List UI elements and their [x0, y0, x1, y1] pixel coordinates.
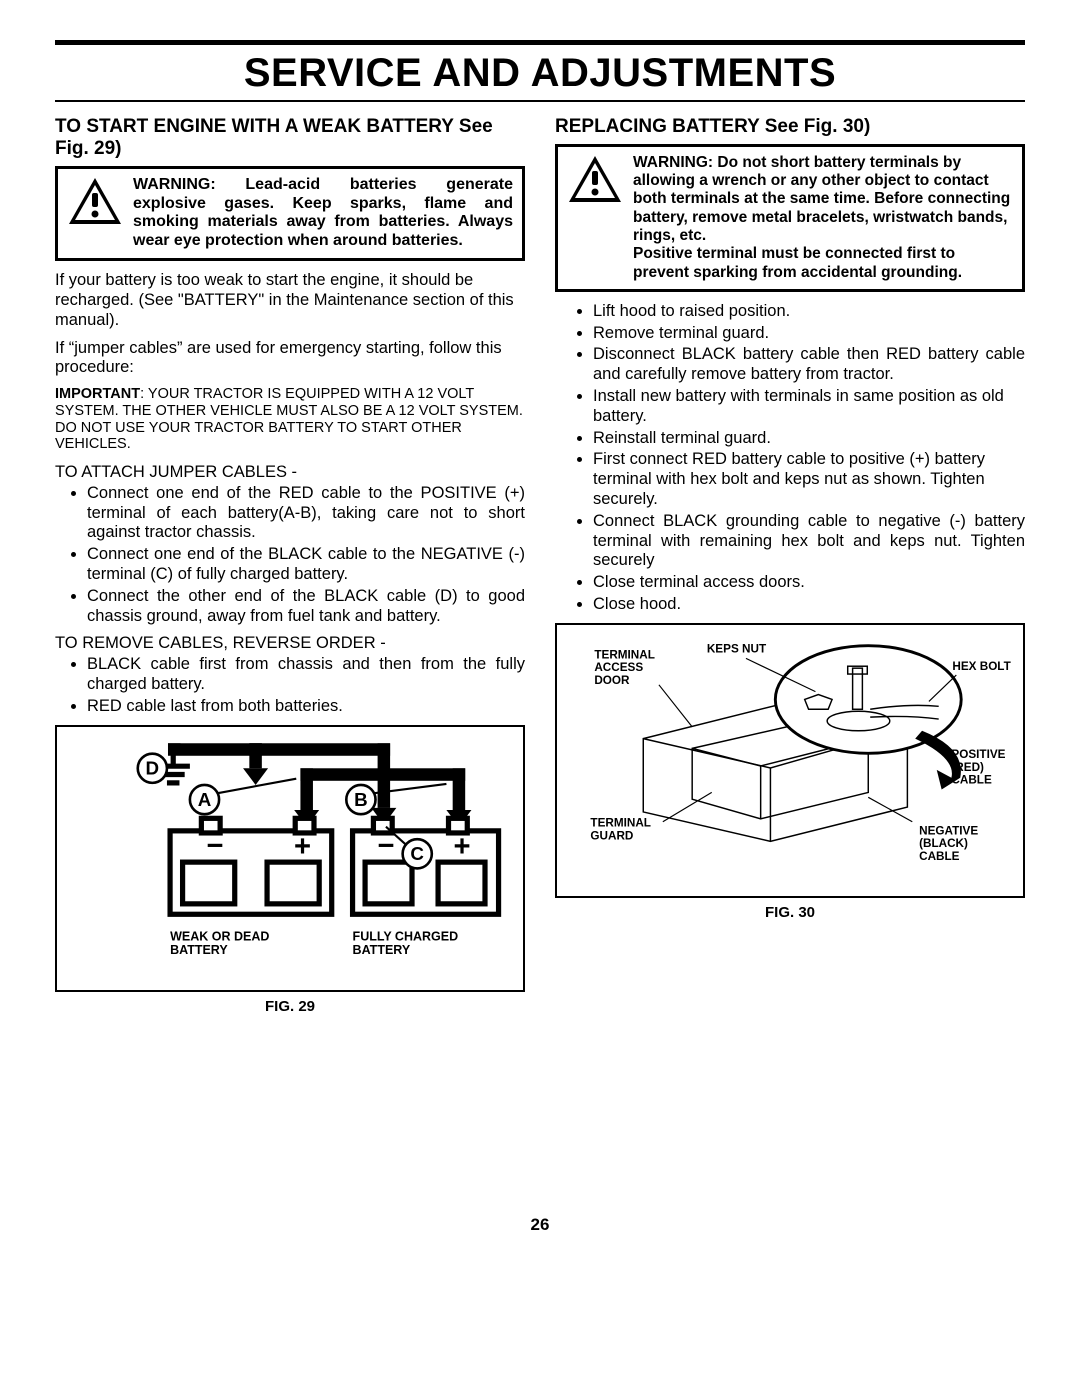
- list-item: Disconnect BLACK battery cable then RED …: [593, 345, 1025, 385]
- list-item: Close hood.: [593, 595, 1025, 615]
- fig30-label-hex-bolt: HEX BOLT: [952, 660, 1011, 673]
- left-p1: If your battery is too weak to start the…: [55, 271, 525, 330]
- under-title-rule: [55, 100, 1025, 102]
- svg-text:+: +: [294, 831, 311, 863]
- list-item: Connect the other end of the BLACK cable…: [87, 587, 525, 627]
- remove-list: BLACK cable first from chassis and then …: [55, 655, 525, 716]
- list-item: Connect one end of the RED cable to the …: [87, 484, 525, 543]
- fig29-letter-c: C: [410, 843, 424, 864]
- list-item: Remove terminal guard.: [593, 324, 1025, 344]
- svg-text:+: +: [454, 831, 471, 863]
- figure-30-box: TERMINAL ACCESS DOOR KEPS NUT HEX BOLT P…: [555, 623, 1025, 898]
- figure-29-diagram: − + − + D A B: [71, 737, 509, 977]
- warning-text-left: WARNING: Lead-acid batteries gen­erate e…: [133, 176, 513, 252]
- fig29-letter-d: D: [146, 757, 160, 778]
- warning-triangle-icon: [567, 154, 623, 204]
- warning-label: WARNING: [133, 176, 210, 193]
- fig30-label-keps-nut: KEPS NUT: [707, 642, 767, 655]
- right-column: REPLACING BATTERY See Fig. 30) WARNING: …: [555, 116, 1025, 1015]
- list-item: Install new battery with terminals in sa…: [593, 387, 1025, 427]
- fig30-caption: FIG. 30: [555, 904, 1025, 921]
- list-item: Close terminal access doors.: [593, 573, 1025, 593]
- list-item: First connect RED battery cable to posit…: [593, 450, 1025, 509]
- fig29-weak-label: WEAK OR DEAD BATTERY: [170, 929, 273, 957]
- list-item: Connect BLACK grounding cable to negativ…: [593, 512, 1025, 571]
- left-heading: TO START ENGINE WITH A WEAK BATTERY See …: [55, 116, 525, 160]
- left-p2: If “jumper cables” are used for emergenc…: [55, 339, 525, 379]
- top-rule: [55, 40, 1025, 45]
- fig30-label-negative-cable: NEGATIVE (BLACK) CABLE: [919, 824, 981, 862]
- replace-steps: Lift hood to raised position. Remove ter…: [555, 302, 1025, 615]
- list-item: Reinstall terminal guard.: [593, 429, 1025, 449]
- fig29-letter-a: A: [198, 789, 212, 810]
- fig30-label-terminal-guard: TERMINAL GUARD: [590, 816, 654, 842]
- attach-list: Connect one end of the RED cable to the …: [55, 484, 525, 627]
- list-item: Connect one end of the BLACK cable to th…: [87, 545, 525, 585]
- right-heading: REPLACING BATTERY See Fig. 30): [555, 116, 1025, 138]
- two-column-layout: TO START ENGINE WITH A WEAK BATTERY See …: [55, 116, 1025, 1015]
- page-number: 26: [55, 1215, 1025, 1235]
- list-item: Lift hood to raised position.: [593, 302, 1025, 322]
- svg-text:−: −: [206, 830, 223, 862]
- fig30-label-terminal-access-door: TERMINAL ACCESS DOOR: [594, 648, 658, 686]
- page: SERVICE AND ADJUSTMENTS TO START ENGINE …: [0, 0, 1080, 1265]
- figure-30-diagram: TERMINAL ACCESS DOOR KEPS NUT HEX BOLT P…: [565, 631, 1015, 885]
- attach-heading: TO ATTACH JUMPER CABLES -: [55, 463, 525, 482]
- page-title: SERVICE AND ADJUSTMENTS: [55, 51, 1025, 96]
- important-note: IMPORTANT: YOUR TRACTOR IS EQUIPPED WITH…: [55, 386, 525, 453]
- list-item: BLACK cable first from chassis and then …: [87, 655, 525, 695]
- list-item: RED cable last from both batteries.: [87, 697, 525, 717]
- warning-triangle-icon: [67, 176, 123, 226]
- remove-heading: TO REMOVE CABLES, REVERSE ORDER -: [55, 634, 525, 653]
- left-column: TO START ENGINE WITH A WEAK BATTERY See …: [55, 116, 525, 1015]
- fig29-letter-b: B: [354, 789, 368, 810]
- warning-text-right: WARNING: Do not short battery terminals …: [633, 154, 1013, 282]
- fig30-label-positive-cable: POSITIVE (RED) CABLE: [951, 748, 1008, 786]
- svg-text:−: −: [377, 830, 394, 862]
- fig29-charged-label: FULLY CHARGED BATTERY: [353, 929, 462, 957]
- warning-box-right: WARNING: Do not short battery terminals …: [555, 144, 1025, 292]
- important-label: IMPORTANT: [55, 386, 140, 402]
- warning-box-left: WARNING: Lead-acid batteries gen­erate e…: [55, 166, 525, 262]
- figure-29-box: − + − + D A B: [55, 725, 525, 992]
- fig29-caption: FIG. 29: [55, 998, 525, 1015]
